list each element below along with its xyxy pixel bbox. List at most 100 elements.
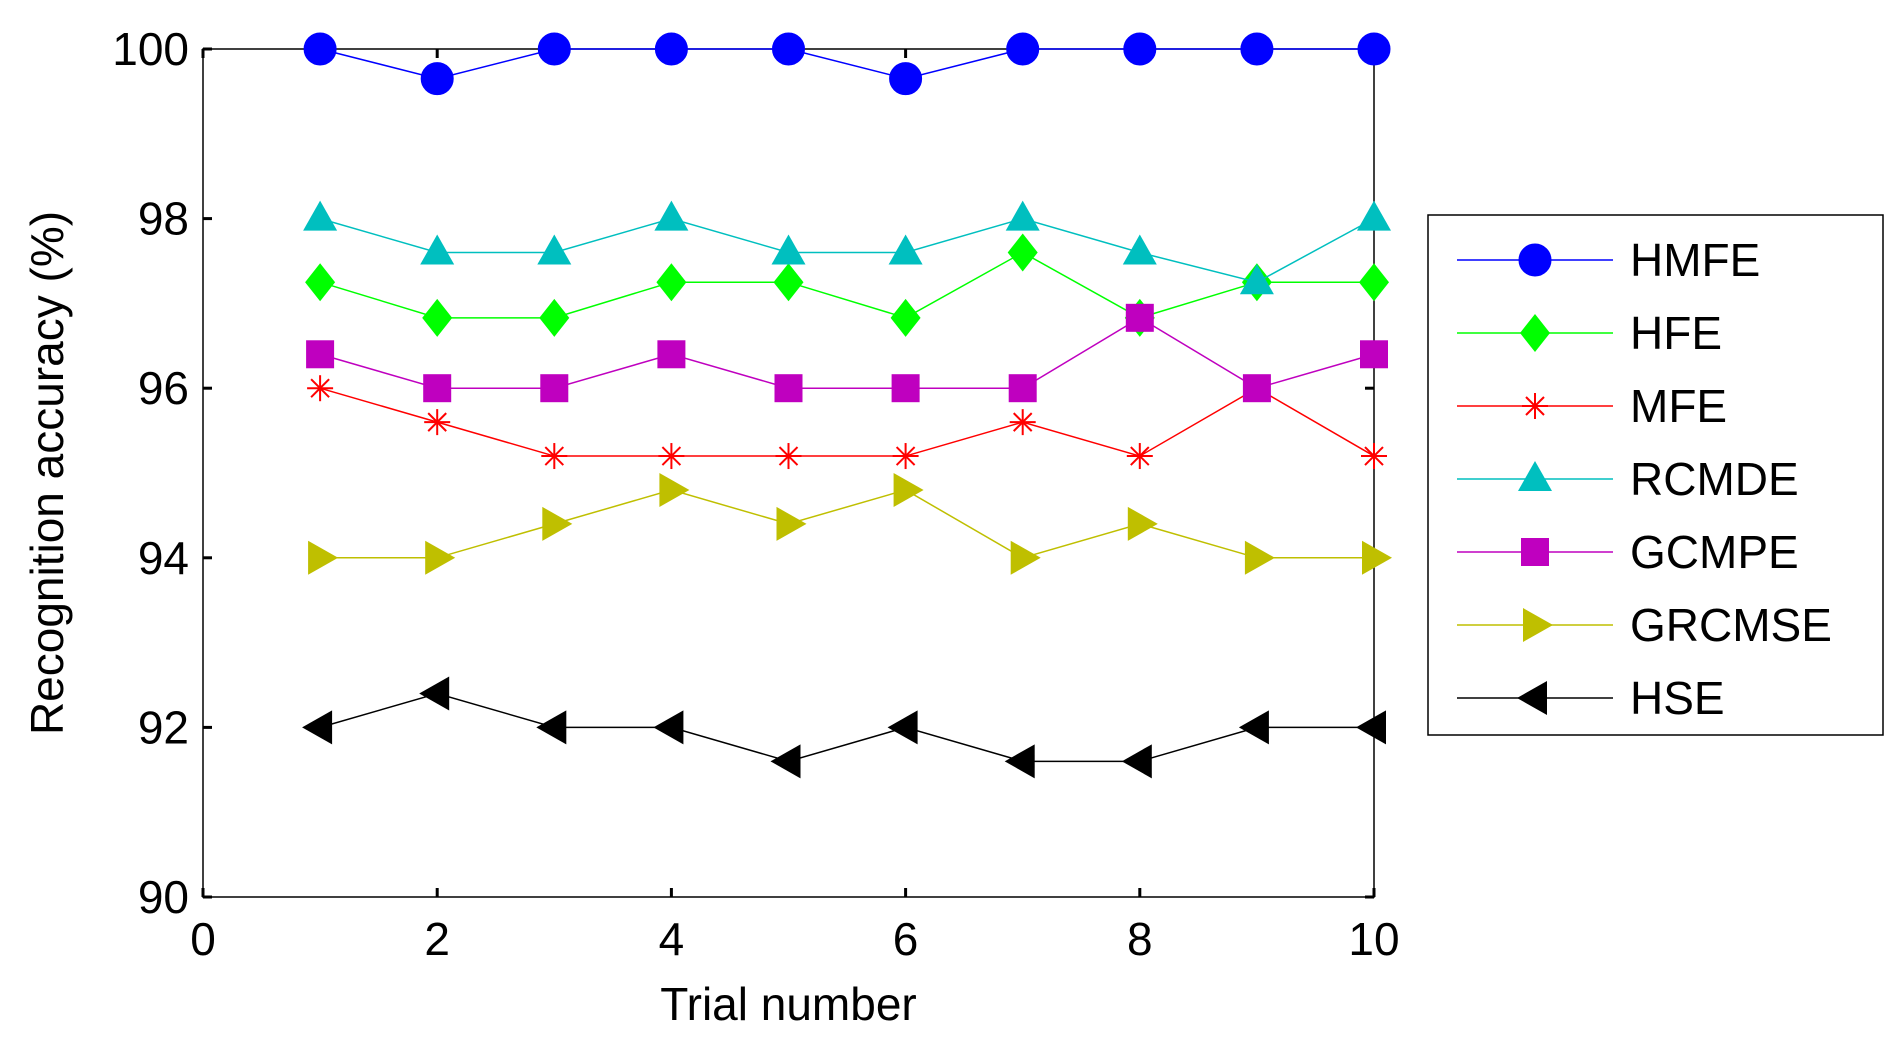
data-point bbox=[774, 374, 803, 403]
data-point bbox=[420, 62, 454, 96]
data-point bbox=[302, 710, 333, 745]
data-point bbox=[1238, 710, 1269, 745]
data-point bbox=[1007, 233, 1038, 272]
data-point bbox=[1357, 32, 1391, 66]
data-point bbox=[1361, 443, 1387, 470]
data-point bbox=[1009, 409, 1036, 436]
legend-marker bbox=[1517, 681, 1547, 715]
legend-item: GCMPE bbox=[1457, 526, 1799, 578]
data-point bbox=[654, 200, 689, 231]
series-hmfe bbox=[303, 32, 1391, 96]
data-point bbox=[1127, 506, 1158, 541]
series-gcmpe bbox=[306, 303, 1388, 403]
data-point bbox=[537, 32, 571, 66]
series-line bbox=[319, 387, 1375, 457]
data-point bbox=[657, 340, 686, 369]
data-point bbox=[1240, 32, 1274, 66]
data-point bbox=[308, 540, 339, 575]
legend: HMFE HFE MFE RCMDE GCMPE GRCMSE HSE bbox=[1427, 214, 1884, 736]
data-point bbox=[540, 374, 569, 403]
data-point bbox=[420, 234, 455, 265]
series-line bbox=[319, 48, 1374, 80]
legend-marker bbox=[1518, 461, 1552, 491]
data-point bbox=[1360, 340, 1388, 369]
data-point bbox=[893, 472, 924, 507]
data-point bbox=[542, 506, 573, 541]
data-point bbox=[770, 744, 801, 779]
legend-box bbox=[1427, 214, 1884, 736]
data-point bbox=[890, 298, 921, 337]
data-point bbox=[303, 32, 337, 66]
data-point bbox=[892, 443, 919, 470]
y-tick-label: 96 bbox=[138, 362, 189, 414]
legend-label: GRCMSE bbox=[1630, 599, 1832, 651]
data-point bbox=[306, 340, 335, 369]
data-point bbox=[536, 710, 567, 745]
legend-marker bbox=[1518, 243, 1552, 277]
data-point bbox=[1356, 710, 1386, 745]
data-point bbox=[776, 506, 807, 541]
axes: 0 2 4 6 8 10 90 92 94 96 98 100 bbox=[112, 23, 1399, 965]
data-point bbox=[1006, 32, 1040, 66]
y-axis-label: Recognition accuracy (%) bbox=[21, 211, 73, 735]
legend-item: HFE bbox=[1457, 307, 1722, 359]
data-point bbox=[1244, 540, 1275, 575]
data-point bbox=[1123, 32, 1157, 66]
data-point bbox=[772, 32, 805, 66]
data-point bbox=[771, 234, 806, 265]
legend-marker bbox=[1521, 538, 1549, 566]
x-tick-label: 6 bbox=[893, 913, 919, 965]
data-point bbox=[541, 443, 568, 470]
data-point bbox=[659, 472, 690, 507]
data-point bbox=[425, 540, 456, 575]
x-tick-label: 10 bbox=[1348, 913, 1399, 965]
data-point bbox=[656, 263, 687, 302]
series-layer bbox=[302, 32, 1392, 779]
x-axis-label: Trial number bbox=[660, 978, 916, 1030]
x-tick-label: 0 bbox=[190, 913, 216, 965]
y-tick-label: 90 bbox=[138, 871, 189, 923]
series-hfe bbox=[305, 233, 1389, 337]
data-point bbox=[424, 409, 451, 436]
x-tick-label: 2 bbox=[424, 913, 450, 965]
data-point bbox=[775, 443, 802, 470]
legend-label: MFE bbox=[1630, 380, 1727, 432]
series-grcmse bbox=[308, 472, 1392, 575]
series-line bbox=[319, 692, 1374, 763]
data-point bbox=[307, 375, 334, 402]
data-point bbox=[1122, 234, 1157, 265]
legend-label: RCMDE bbox=[1630, 453, 1799, 505]
data-point bbox=[888, 234, 923, 265]
x-tick-label: 8 bbox=[1127, 913, 1153, 965]
series-line bbox=[319, 316, 1375, 390]
data-point bbox=[1239, 264, 1274, 295]
legend-marker bbox=[1523, 608, 1553, 642]
data-point bbox=[1004, 744, 1035, 779]
y-tick-label: 92 bbox=[138, 701, 189, 753]
data-point bbox=[423, 374, 452, 403]
legend-marker bbox=[1520, 314, 1550, 352]
legend-item: HMFE bbox=[1457, 234, 1760, 286]
data-point bbox=[1126, 443, 1153, 470]
x-tick-label: 4 bbox=[659, 913, 685, 965]
data-point bbox=[419, 676, 450, 711]
data-point bbox=[653, 710, 684, 745]
data-point bbox=[1359, 263, 1389, 302]
data-point bbox=[1125, 303, 1154, 332]
data-point bbox=[773, 263, 804, 302]
y-tick-label: 100 bbox=[112, 23, 189, 75]
legend-item: HSE bbox=[1457, 672, 1725, 724]
data-point bbox=[891, 374, 920, 403]
y-tick-label: 94 bbox=[138, 532, 189, 584]
data-point bbox=[658, 443, 685, 470]
data-point bbox=[1010, 540, 1041, 575]
series-mfe bbox=[307, 375, 1387, 470]
legend-label: GCMPE bbox=[1630, 526, 1799, 578]
series-hse bbox=[302, 676, 1386, 779]
legend-marker bbox=[1522, 393, 1548, 419]
series-line bbox=[319, 217, 1375, 283]
legend-label: HFE bbox=[1630, 307, 1722, 359]
series-line bbox=[319, 251, 1374, 319]
series-rcmde bbox=[303, 200, 1391, 295]
